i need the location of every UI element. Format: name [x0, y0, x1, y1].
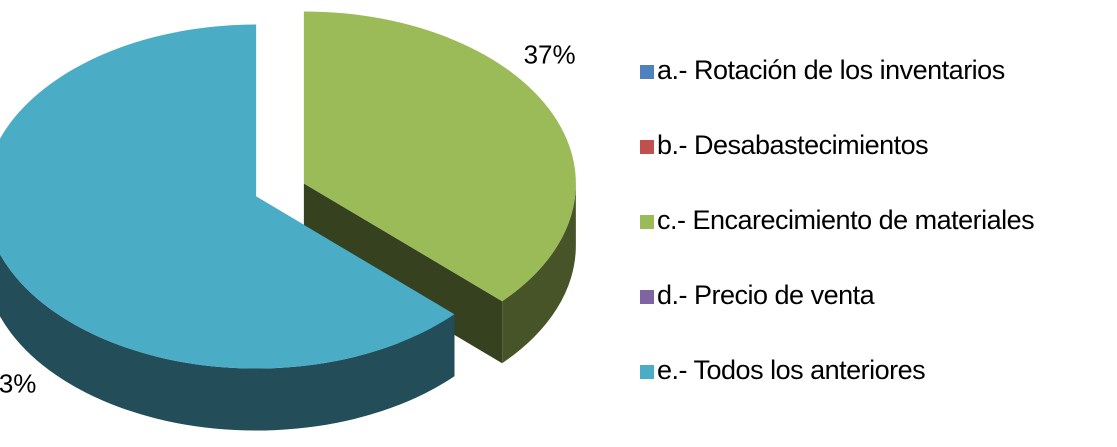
data-label: 63% — [0, 368, 36, 398]
legend-label: e.- Todos los anteriores — [657, 355, 925, 385]
legend-swatch — [640, 290, 654, 304]
slice-side — [502, 183, 576, 364]
slice — [303, 11, 576, 302]
legend-swatch — [640, 365, 654, 379]
legend-swatch — [640, 140, 654, 154]
legend-swatch — [640, 215, 654, 229]
legend-label: c.- Encarecimiento de materiales — [657, 205, 1034, 235]
legend-label: b.- Desabastecimientos — [657, 130, 928, 160]
legend-label: a.- Rotación de los inventarios — [657, 55, 1005, 85]
slice-side — [0, 254, 455, 431]
data-label: 37% — [524, 39, 576, 69]
legend-swatch — [640, 65, 654, 79]
slice — [0, 24, 455, 369]
legend-label: d.- Precio de venta — [657, 280, 876, 310]
